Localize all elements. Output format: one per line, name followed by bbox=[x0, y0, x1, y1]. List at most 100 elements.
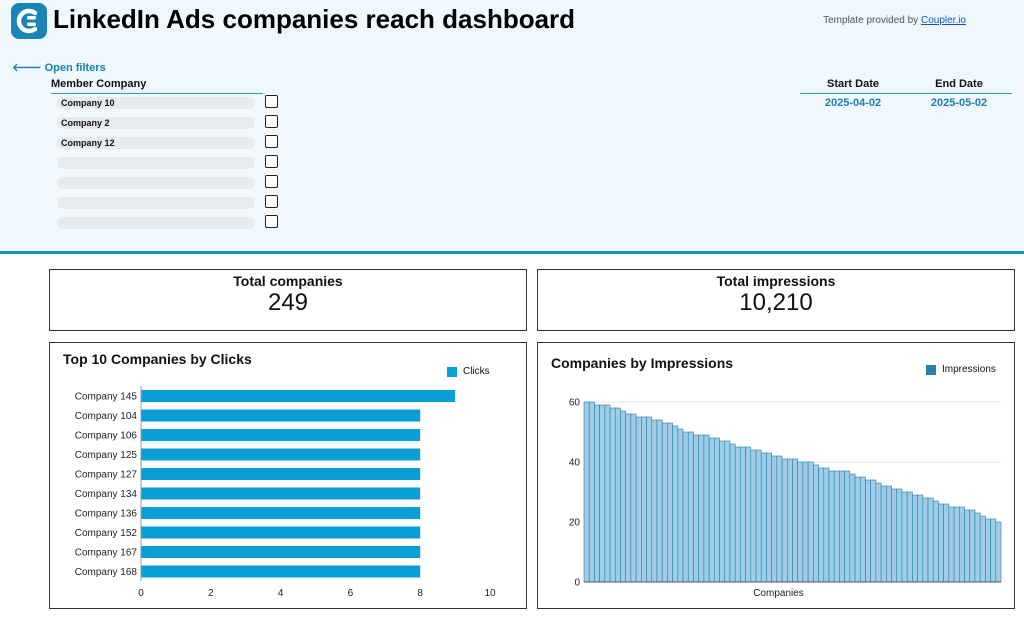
impressions-bar bbox=[614, 407, 621, 583]
impressions-bar bbox=[719, 440, 726, 583]
company-checkbox[interactable] bbox=[265, 215, 278, 228]
impressions-bar bbox=[917, 494, 924, 583]
clicks-chart-title: Top 10 Companies by Clicks bbox=[63, 351, 252, 367]
impressions-legend: Impressions bbox=[926, 364, 996, 375]
impressions-bar bbox=[844, 470, 851, 583]
impressions-bar bbox=[740, 446, 746, 583]
impressions-bar bbox=[776, 455, 783, 583]
impressions-bar bbox=[974, 512, 981, 583]
clicks-category-label: Company 106 bbox=[75, 431, 138, 442]
clicks-bar-chart: Company 145 Company 104 Company 106 Company… bbox=[75, 386, 496, 599]
impressions-bar-chart: 0 20 40 60 Companies bbox=[569, 398, 1002, 599]
impressions-bar bbox=[865, 479, 871, 583]
clicks-bar bbox=[141, 468, 421, 480]
credit-text: Template provided by bbox=[823, 15, 921, 26]
impressions-bar bbox=[958, 506, 965, 583]
coupler-link[interactable]: Coupler.io bbox=[920, 15, 966, 26]
impressions-bar bbox=[792, 458, 799, 583]
clicks-category-label: Company 125 bbox=[75, 450, 138, 461]
coupler-logo-icon bbox=[11, 3, 47, 39]
company-checkbox[interactable] bbox=[265, 95, 278, 108]
clicks-bar bbox=[141, 565, 421, 578]
impressions-bar bbox=[813, 464, 819, 583]
clicks-bar bbox=[141, 546, 421, 558]
company-filter-row: Company 12 bbox=[57, 137, 255, 149]
impressions-bar bbox=[641, 416, 647, 583]
open-filters-button[interactable]: 🡐 Open filters bbox=[12, 60, 106, 74]
impressions-bar bbox=[781, 458, 788, 583]
impressions-bar bbox=[818, 467, 825, 583]
impressions-bar bbox=[635, 416, 642, 583]
impressions-bar bbox=[901, 491, 908, 583]
impressions-chart-title: Companies by Impressions bbox=[551, 355, 734, 371]
impressions-bar bbox=[745, 446, 752, 583]
impressions-bar bbox=[620, 410, 627, 583]
company-checkbox[interactable] bbox=[265, 175, 278, 188]
impressions-bar bbox=[802, 461, 809, 583]
impressions-bar bbox=[833, 470, 840, 583]
impressions-bar bbox=[886, 485, 892, 583]
impressions-bar bbox=[823, 467, 830, 583]
impressions-bar bbox=[990, 518, 997, 583]
company-checkbox[interactable] bbox=[265, 195, 278, 208]
clicks-x-tick-label: 2 bbox=[208, 588, 214, 599]
start-date-value[interactable]: 2025-04-02 bbox=[824, 97, 882, 109]
clicks-bar bbox=[141, 429, 421, 441]
clicks-x-tick-label: 8 bbox=[417, 588, 423, 599]
clicks-bar bbox=[141, 487, 421, 500]
company-filter-row bbox=[57, 217, 255, 229]
header-divider bbox=[0, 251, 1024, 254]
clicks-bar bbox=[141, 507, 421, 519]
impressions-bar bbox=[786, 458, 793, 583]
impressions-bar bbox=[875, 482, 882, 583]
impressions-bar bbox=[943, 503, 950, 583]
clicks-category-label: Company 145 bbox=[75, 392, 138, 403]
company-checkbox[interactable] bbox=[265, 135, 278, 148]
impressions-bar bbox=[912, 494, 918, 583]
impressions-legend-swatch bbox=[926, 364, 936, 375]
impressions-bar bbox=[693, 434, 699, 583]
clicks-category-label: Company 136 bbox=[75, 509, 138, 520]
impressions-bar bbox=[969, 509, 976, 583]
impressions-bar bbox=[672, 425, 679, 583]
clicks-category-label: Company 152 bbox=[75, 528, 138, 539]
impressions-bar bbox=[839, 470, 845, 583]
clicks-x-tick-label: 10 bbox=[484, 588, 496, 599]
impressions-y-tick-label: 20 bbox=[569, 518, 581, 529]
impressions-bar bbox=[828, 470, 835, 583]
template-credit: Template provided by Coupler.io bbox=[823, 15, 966, 26]
total-impressions-card: Total impressions 10,210 bbox=[537, 269, 1015, 331]
impressions-bar bbox=[687, 431, 694, 583]
impressions-bar bbox=[995, 521, 1002, 583]
clicks-bar bbox=[141, 448, 421, 461]
clicks-x-tick-label: 0 bbox=[138, 588, 144, 599]
total-impressions-value: 10,210 bbox=[739, 289, 813, 316]
impressions-bar bbox=[854, 476, 861, 583]
end-date-value[interactable]: 2025-05-02 bbox=[930, 97, 988, 109]
impressions-bar bbox=[599, 404, 606, 583]
impressions-chart-card: Companies by Impressions Impressions 0 20… bbox=[537, 342, 1015, 609]
total-companies-card: Total companies 249 bbox=[49, 269, 527, 331]
impressions-bar bbox=[734, 446, 741, 583]
impressions-bar bbox=[594, 404, 600, 583]
impressions-bar bbox=[677, 428, 684, 583]
impressions-bar bbox=[609, 407, 616, 583]
impressions-bar bbox=[880, 485, 887, 583]
impressions-bar bbox=[588, 401, 595, 583]
impressions-y-tick-label: 40 bbox=[569, 458, 581, 469]
impressions-bar bbox=[724, 440, 731, 583]
clicks-legend: Clicks bbox=[447, 366, 490, 377]
clicks-category-label: Company 134 bbox=[75, 489, 138, 500]
impressions-y-tick-label: 60 bbox=[569, 398, 581, 409]
company-checkbox[interactable] bbox=[265, 115, 278, 128]
impressions-bar bbox=[698, 434, 705, 583]
clicks-x-tick-label: 4 bbox=[278, 588, 284, 599]
impressions-bar bbox=[771, 455, 778, 583]
total-companies-label: Total companies bbox=[233, 273, 343, 289]
impressions-bar bbox=[682, 431, 689, 583]
company-filter-row bbox=[57, 157, 255, 169]
impressions-bar bbox=[651, 419, 658, 583]
company-checkbox[interactable] bbox=[265, 155, 278, 168]
impressions-bar bbox=[630, 413, 637, 583]
open-filters-label: Open filters bbox=[44, 62, 106, 74]
